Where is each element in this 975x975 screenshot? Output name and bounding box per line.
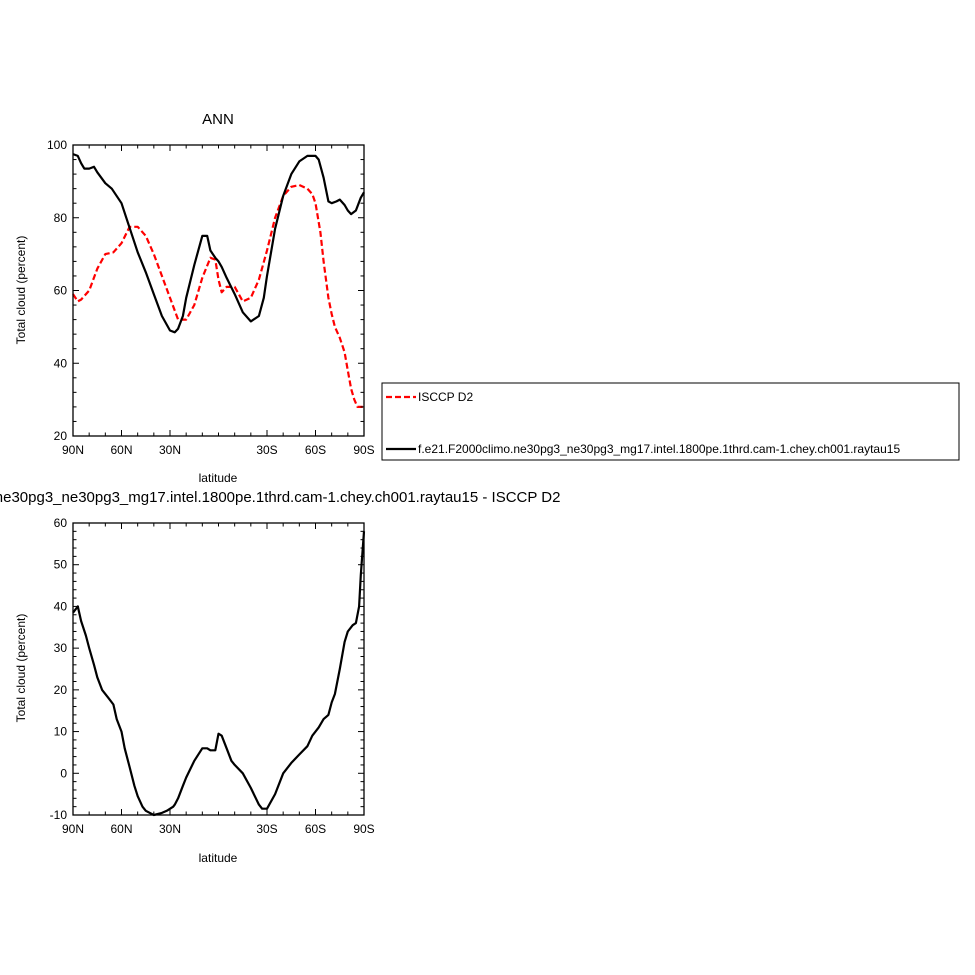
x-tick-label: 90N bbox=[62, 822, 84, 836]
legend-item-model: f.e21.F2000climo.ne30pg3_ne30pg3_mg17.in… bbox=[386, 442, 900, 456]
y-tick-label: 60 bbox=[54, 516, 68, 530]
chart-title-bottom: f.e21.F2000climo.ne30pg3_ne30pg3_mg17.in… bbox=[0, 489, 560, 506]
y-tick-label: 10 bbox=[54, 725, 68, 739]
x-axis-label-bottom: latitude bbox=[199, 851, 238, 865]
legend: ISCCP D2 f.e21.F2000climo.ne30pg3_ne30pg… bbox=[381, 382, 960, 461]
y-axis-label-top: Total cloud (percent) bbox=[14, 236, 28, 345]
legend-box bbox=[381, 382, 960, 461]
y-tick-label: 20 bbox=[54, 683, 68, 697]
series-line-isccp bbox=[72, 183, 364, 408]
y-tick-label: 60 bbox=[54, 284, 68, 298]
x-tick-label: 90N bbox=[62, 443, 84, 457]
x-tick-label: 60N bbox=[110, 822, 132, 836]
x-tick-label: 60S bbox=[305, 443, 326, 457]
chart-title-top: ANN bbox=[202, 111, 234, 128]
legend-item-isccp: ISCCP D2 bbox=[386, 390, 473, 404]
series-layer-top bbox=[72, 153, 365, 408]
y-axis-label-bottom: Total cloud (percent) bbox=[14, 614, 28, 723]
y-tick-label: 40 bbox=[54, 599, 68, 613]
series-line-difference bbox=[72, 531, 366, 817]
y-tick-label: 0 bbox=[60, 766, 67, 780]
x-axis-top: 90N 60N 30N 30S 60S 90S bbox=[62, 145, 375, 457]
x-tick-label: 30S bbox=[256, 443, 277, 457]
y-tick-label: 100 bbox=[47, 138, 67, 152]
y-tick-label: 40 bbox=[54, 356, 68, 370]
y-tick-label: 30 bbox=[54, 641, 68, 655]
series-line-model bbox=[72, 153, 365, 334]
y-tick-label: 20 bbox=[54, 429, 68, 443]
chart-panel-top: ANN 90N 60N 30N 30S 60S 90S 20 40 60 80 100 latit… bbox=[14, 111, 960, 485]
x-tick-label: 60N bbox=[110, 443, 132, 457]
y-tick-label: 50 bbox=[54, 558, 68, 572]
x-tick-label: 90S bbox=[353, 443, 374, 457]
x-axis-label-top: latitude bbox=[199, 471, 238, 485]
x-tick-label: 90S bbox=[353, 822, 374, 836]
y-tick-label: 80 bbox=[54, 211, 68, 225]
series-layer-bottom bbox=[72, 531, 366, 817]
x-tick-label: 30N bbox=[159, 822, 181, 836]
x-tick-label: 60S bbox=[305, 822, 326, 836]
legend-label-isccp: ISCCP D2 bbox=[418, 390, 473, 404]
legend-label-model: f.e21.F2000climo.ne30pg3_ne30pg3_mg17.in… bbox=[418, 442, 900, 456]
x-tick-label: 30S bbox=[256, 822, 277, 836]
y-axis-top: 20 40 60 80 100 bbox=[47, 138, 364, 443]
y-axis-bottom: -10 0 10 20 30 40 50 60 bbox=[50, 516, 364, 822]
chart-panel-bottom: f.e21.F2000climo.ne30pg3_ne30pg3_mg17.in… bbox=[0, 489, 560, 865]
y-tick-label: -10 bbox=[50, 808, 68, 822]
x-tick-label: 30N bbox=[159, 443, 181, 457]
x-axis-bottom: 90N 60N 30N 30S 60S 90S bbox=[62, 523, 375, 836]
